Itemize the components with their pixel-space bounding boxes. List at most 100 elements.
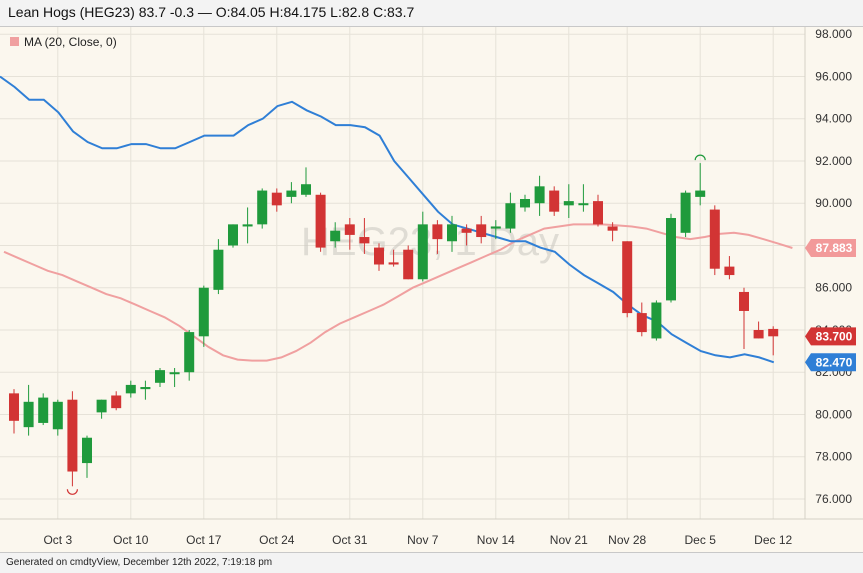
price-label-text: 82.470: [816, 355, 853, 369]
candle-body: [111, 395, 122, 409]
candle[interactable]: [753, 321, 764, 339]
candle[interactable]: [447, 215, 457, 252]
candle[interactable]: [184, 329, 195, 381]
candle[interactable]: [593, 194, 603, 227]
candle-body: [403, 249, 414, 280]
candle[interactable]: [213, 239, 224, 295]
x-tick-label: Oct 3: [43, 533, 72, 547]
x-tick-label: Nov 28: [608, 533, 646, 547]
candle[interactable]: [651, 300, 662, 341]
candle[interactable]: [301, 167, 311, 197]
candle[interactable]: [724, 256, 735, 280]
price-label: 83.700: [805, 327, 856, 346]
candle[interactable]: [520, 194, 530, 212]
candle[interactable]: [739, 287, 749, 349]
candle[interactable]: [155, 368, 165, 388]
candle[interactable]: [111, 391, 122, 411]
x-tick-label: Dec 12: [754, 533, 792, 547]
candle[interactable]: [680, 190, 691, 238]
candle[interactable]: [23, 384, 34, 436]
candle-body: [768, 328, 779, 337]
candle-body: [67, 399, 78, 472]
grid-layer: [0, 27, 805, 519]
candle-body: [155, 370, 165, 383]
ma20-line: [3, 223, 793, 362]
candlestick-chart[interactable]: HEG23, 1 Day 76.00078.00080.00082.00084.…: [0, 27, 863, 552]
candle[interactable]: [388, 249, 399, 267]
candle[interactable]: [242, 207, 253, 244]
price-label: 82.470: [805, 353, 856, 372]
candle[interactable]: [607, 222, 618, 242]
candle[interactable]: [417, 211, 428, 282]
candle-body: [709, 209, 720, 269]
candle[interactable]: [578, 184, 589, 212]
marker-layer: [66, 154, 706, 495]
candle-body: [388, 262, 399, 265]
candle[interactable]: [563, 184, 574, 219]
candle[interactable]: [490, 220, 501, 240]
candle[interactable]: [344, 218, 355, 250]
candle[interactable]: [169, 368, 180, 388]
candle-body: [228, 224, 238, 246]
candle-body: [23, 401, 34, 428]
candle-body: [52, 401, 63, 430]
candle[interactable]: [534, 175, 545, 216]
y-tick-label: 94.000: [815, 112, 852, 126]
candle-body: [636, 313, 647, 333]
price-label-badge: [805, 327, 856, 346]
candle-body: [520, 199, 530, 208]
price-label-text: 87.883: [816, 241, 853, 255]
candle-body: [490, 226, 501, 229]
candle[interactable]: [695, 163, 706, 206]
candle-body: [315, 194, 326, 248]
candle[interactable]: [666, 213, 676, 303]
candle[interactable]: [403, 245, 414, 280]
candle-body: [417, 224, 428, 280]
candle[interactable]: [768, 326, 779, 356]
candle-body: [622, 241, 633, 314]
candle[interactable]: [125, 380, 136, 398]
candle[interactable]: [505, 192, 516, 233]
candle[interactable]: [461, 224, 472, 246]
candle-body: [198, 287, 209, 337]
candle[interactable]: [67, 391, 78, 487]
candle[interactable]: [198, 285, 209, 347]
candle[interactable]: [315, 192, 326, 252]
candle-body: [666, 218, 676, 301]
candle[interactable]: [140, 380, 151, 400]
y-tick-label: 80.000: [815, 407, 852, 421]
candle-body: [271, 192, 282, 206]
candle[interactable]: [432, 220, 443, 254]
candle[interactable]: [96, 399, 107, 419]
candle[interactable]: [228, 224, 238, 248]
candle-body: [184, 332, 195, 373]
candle[interactable]: [359, 218, 370, 254]
candle[interactable]: [374, 243, 384, 271]
candle-body: [739, 291, 749, 311]
price-label-text: 83.700: [816, 329, 853, 343]
candle[interactable]: [476, 215, 487, 244]
candle[interactable]: [622, 241, 633, 318]
x-tick-label: Nov 14: [477, 533, 515, 547]
candle[interactable]: [38, 393, 49, 426]
candle[interactable]: [286, 182, 297, 204]
candle[interactable]: [52, 399, 63, 436]
candle-body: [447, 224, 457, 242]
candle-body: [242, 224, 253, 227]
candle-body: [563, 201, 574, 206]
candle[interactable]: [330, 222, 341, 248]
candle[interactable]: [549, 186, 560, 216]
candle-layer: [9, 163, 779, 487]
chart-title: Lean Hogs (HEG23) 83.7 -0.3 — O:84.05 H:…: [8, 4, 415, 20]
candle[interactable]: [257, 188, 268, 229]
chart-area[interactable]: HEG23, 1 Day 76.00078.00080.00082.00084.…: [0, 27, 863, 552]
candle[interactable]: [709, 205, 720, 276]
candle[interactable]: [9, 389, 19, 434]
price-label-badge: [805, 353, 856, 372]
candle-body: [257, 190, 268, 225]
x-tick-label: Oct 31: [332, 533, 368, 547]
candle[interactable]: [271, 188, 282, 212]
candle[interactable]: [82, 435, 92, 478]
candle-body: [753, 329, 764, 339]
candle[interactable]: [636, 302, 647, 337]
